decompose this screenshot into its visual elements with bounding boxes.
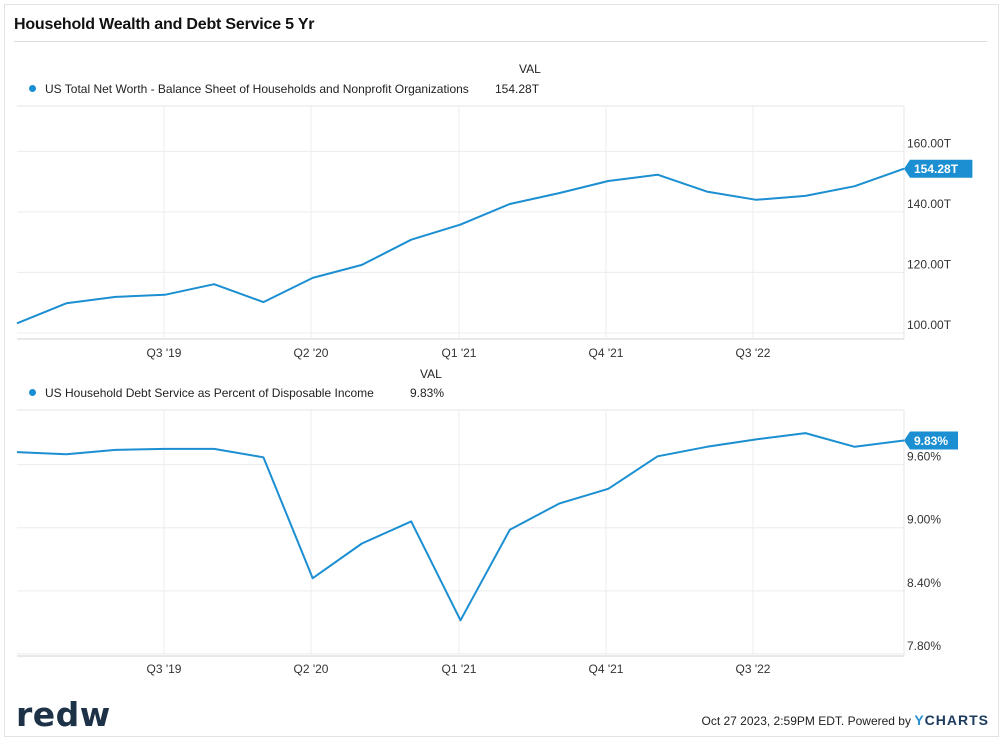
series-line: [16, 167, 905, 325]
series-line: [16, 432, 905, 622]
ycharts-logo[interactable]: YCHARTS: [914, 712, 989, 728]
x-tick-label: Q1 '21: [442, 662, 477, 676]
x-tick-label: Q3 '19: [147, 346, 182, 360]
footer: Oct 27 2023, 2:59PM EDT. Powered by YCHA…: [702, 712, 990, 728]
page-title: Household Wealth and Debt Service 5 Yr: [14, 16, 315, 33]
last-value-badge-label: 154.28T: [914, 162, 959, 176]
legend-header-1: VAL: [519, 62, 541, 76]
x-tick-label: Q3 '22: [736, 346, 771, 360]
y-tick-label: 9.00%: [907, 513, 941, 527]
y-tick-label: 120.00T: [907, 257, 952, 271]
legend-item-2[interactable]: US Household Debt Service as Percent of …: [29, 386, 374, 400]
last-value-badge-label: 9.83%: [914, 434, 948, 448]
last-value-badge: [904, 431, 958, 450]
legend-header-2: VAL: [420, 367, 442, 381]
y-tick-label: 8.40%: [907, 576, 941, 590]
x-tick-label: Q4 '21: [589, 662, 624, 676]
legend-series-name-1: US Total Net Worth - Balance Sheet of Ho…: [45, 82, 469, 96]
footer-timestamp: Oct 27 2023, 2:59PM EDT.: [701, 714, 845, 728]
title-divider: [14, 41, 987, 42]
legend-dot-icon: [29, 85, 36, 93]
redw-logo: redw: [16, 695, 111, 734]
x-tick-label: Q2 '20: [294, 662, 329, 676]
x-tick-label: Q2 '20: [294, 346, 329, 360]
y-tick-label: 7.80%: [907, 639, 941, 653]
legend-series-name-2: US Household Debt Service as Percent of …: [45, 386, 374, 400]
x-tick-label: Q3 '22: [736, 662, 771, 676]
legend-dot-icon: [29, 389, 36, 397]
legend-value-2: 9.83%: [410, 386, 445, 400]
chart-frame: [4, 4, 999, 737]
y-tick-label: 9.60%: [907, 450, 941, 464]
legend-value-1: 154.28T: [495, 82, 540, 96]
y-tick-label: 140.00T: [907, 197, 952, 211]
footer-powered-by: Powered by: [847, 714, 911, 728]
last-value-badge: [904, 159, 973, 178]
y-tick-label: 160.00T: [907, 136, 952, 150]
x-tick-label: Q3 '19: [147, 662, 182, 676]
y-tick-label: 100.00T: [907, 318, 952, 332]
x-tick-label: Q1 '21: [442, 346, 477, 360]
legend-item-1[interactable]: US Total Net Worth - Balance Sheet of Ho…: [29, 82, 469, 96]
x-tick-label: Q4 '21: [589, 346, 624, 360]
